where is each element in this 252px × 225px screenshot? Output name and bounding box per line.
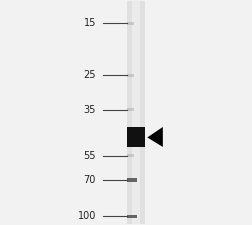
- Bar: [127, 74, 134, 77]
- Text: 25: 25: [83, 70, 96, 80]
- Bar: [127, 1, 145, 224]
- Text: 35: 35: [84, 105, 96, 115]
- Bar: [127, 154, 134, 158]
- Bar: [127, 215, 137, 218]
- Bar: [127, 178, 137, 182]
- Text: 70: 70: [84, 175, 96, 185]
- Bar: [127, 22, 134, 25]
- Text: 100: 100: [78, 212, 96, 221]
- Bar: [127, 108, 134, 111]
- Text: 15: 15: [84, 18, 96, 28]
- Bar: [127, 127, 145, 147]
- Polygon shape: [147, 127, 163, 147]
- Text: 55: 55: [83, 151, 96, 161]
- Bar: [132, 1, 140, 224]
